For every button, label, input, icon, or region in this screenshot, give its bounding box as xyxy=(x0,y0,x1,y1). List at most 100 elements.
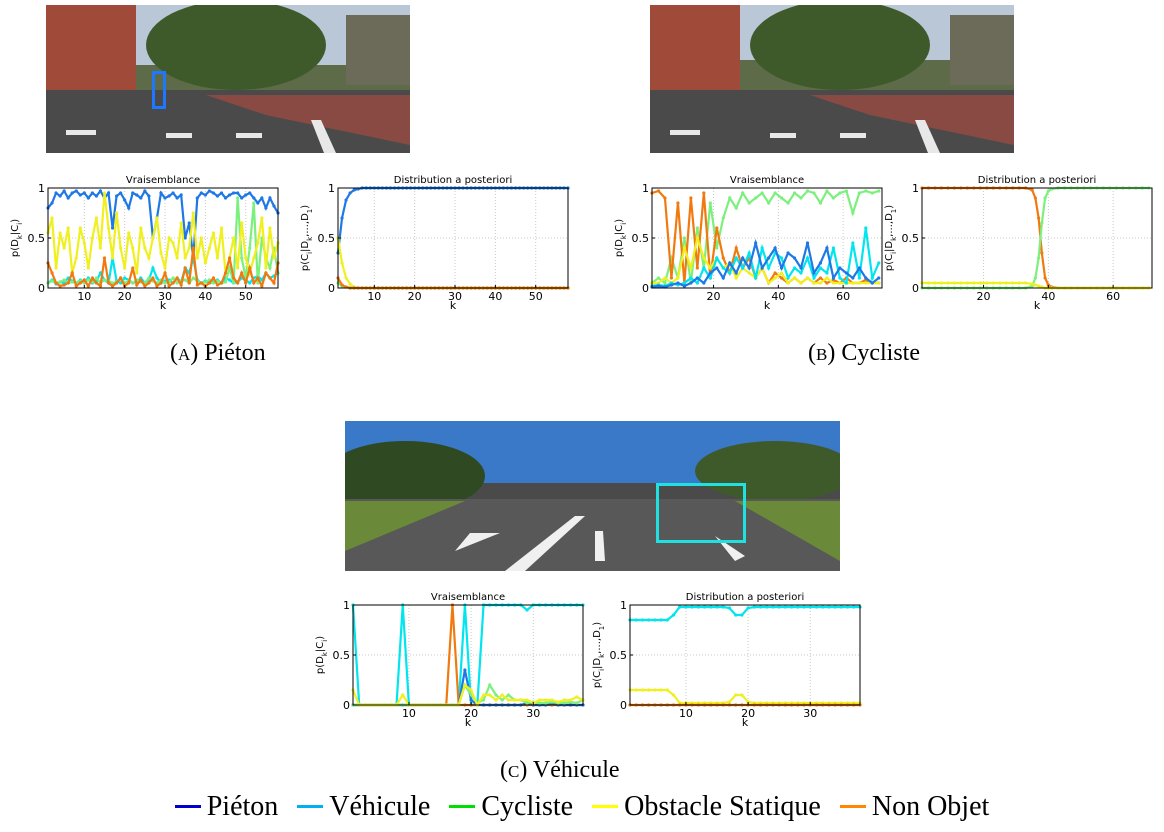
data-point xyxy=(695,226,699,230)
data-point xyxy=(792,276,797,280)
data-point xyxy=(167,194,171,198)
data-point xyxy=(219,191,224,195)
data-point xyxy=(264,206,268,210)
data-point xyxy=(155,276,159,280)
data-point xyxy=(864,276,868,280)
data-point xyxy=(519,698,523,702)
data-point xyxy=(715,246,719,250)
data-point xyxy=(151,266,155,270)
data-point xyxy=(240,196,244,200)
data-point xyxy=(183,266,187,270)
data-point xyxy=(1004,281,1008,285)
data-point xyxy=(792,191,797,195)
data-point xyxy=(171,281,175,285)
data-point xyxy=(481,693,486,697)
data-point xyxy=(812,276,816,280)
data-point xyxy=(260,216,264,220)
data-point xyxy=(721,216,725,220)
data-point xyxy=(171,276,175,280)
x-tick-label: 10 xyxy=(77,290,91,303)
x-tick-label: 40 xyxy=(1041,290,1055,303)
data-point xyxy=(131,191,135,195)
data-point xyxy=(86,196,90,200)
data-point xyxy=(50,279,54,283)
data-point xyxy=(155,216,159,220)
data-point xyxy=(131,266,135,270)
data-point xyxy=(844,281,848,285)
data-point xyxy=(135,271,139,275)
data-point xyxy=(689,196,693,200)
data-point xyxy=(727,700,732,704)
series-line xyxy=(46,247,280,289)
x-tick-label: 50 xyxy=(529,290,543,303)
data-point xyxy=(825,189,829,193)
data-point xyxy=(734,256,738,260)
data-point xyxy=(812,271,816,275)
data-point xyxy=(244,193,248,197)
data-point xyxy=(500,698,504,702)
data-point xyxy=(647,618,651,622)
x-tick-label: 20 xyxy=(118,290,132,303)
data-point xyxy=(702,266,706,270)
data-point xyxy=(767,256,771,260)
data-point xyxy=(151,236,155,240)
data-point xyxy=(838,266,842,270)
data-point xyxy=(728,196,732,200)
data-point xyxy=(102,278,107,282)
data-point xyxy=(66,281,70,285)
data-point xyxy=(676,281,680,285)
x-axis-label: k xyxy=(465,716,472,729)
data-point xyxy=(340,261,344,265)
data-point xyxy=(740,693,744,697)
data-point xyxy=(500,693,504,697)
data-point xyxy=(74,256,78,260)
data-point xyxy=(708,276,712,280)
data-point xyxy=(1033,276,1037,280)
data-point xyxy=(131,246,135,250)
data-point xyxy=(62,189,66,193)
data-point xyxy=(62,278,66,282)
data-point xyxy=(248,246,252,250)
data-point xyxy=(825,271,829,275)
data-point xyxy=(845,605,850,609)
data-point xyxy=(1043,276,1047,280)
data-point xyxy=(187,246,191,250)
data-point xyxy=(851,276,855,280)
legend-swatch xyxy=(839,805,866,808)
data-point xyxy=(147,276,151,280)
data-point xyxy=(223,280,228,284)
data-point xyxy=(653,688,657,692)
data-point xyxy=(236,191,240,195)
data-point xyxy=(127,281,131,285)
legend-item-cycliste: Cycliste xyxy=(449,791,573,823)
data-point xyxy=(252,196,256,200)
data-point xyxy=(734,206,738,210)
data-point xyxy=(1024,281,1028,285)
data-point xyxy=(94,281,99,285)
data-point xyxy=(568,698,573,702)
y-tick-label: 1 xyxy=(620,599,627,612)
data-point xyxy=(773,191,777,195)
data-point xyxy=(223,196,228,200)
data-point xyxy=(272,204,276,208)
data-point xyxy=(985,281,989,285)
x-tick-label: 20 xyxy=(408,290,422,303)
data-point xyxy=(831,246,836,250)
data-point xyxy=(779,266,784,270)
data-point xyxy=(665,618,669,622)
data-point xyxy=(833,605,837,609)
data-point xyxy=(715,226,719,230)
data-point xyxy=(256,281,260,285)
y-axis-label: p(Dk|Ci) xyxy=(315,636,329,674)
data-point xyxy=(183,256,187,260)
data-point xyxy=(344,198,348,202)
caption-vehicule: (c) Véhicule xyxy=(500,757,620,783)
data-point xyxy=(1037,284,1041,288)
data-point xyxy=(991,281,995,285)
data-point xyxy=(663,276,667,280)
data-point xyxy=(575,695,579,699)
data-point xyxy=(864,226,868,230)
data-point xyxy=(1030,282,1034,286)
data-point xyxy=(211,231,216,235)
data-point xyxy=(139,196,143,200)
